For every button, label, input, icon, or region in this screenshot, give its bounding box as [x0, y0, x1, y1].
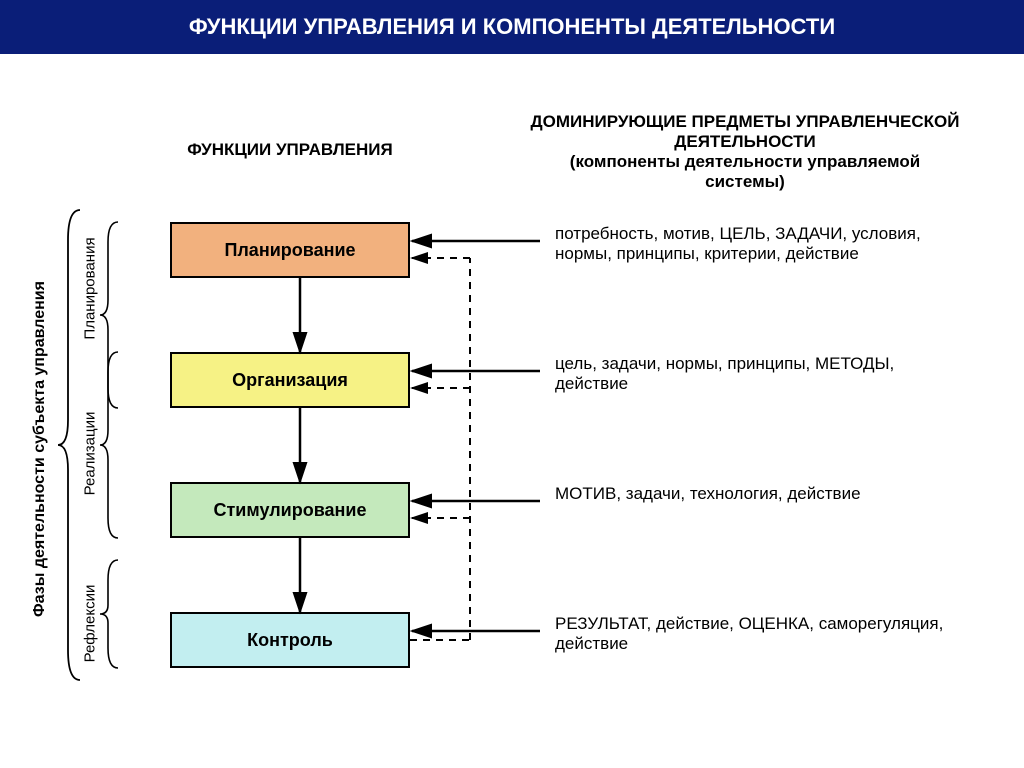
phases-vertical-label: Фазы деятельности субъекта управления	[31, 269, 49, 629]
function-label: Стимулирование	[213, 500, 366, 521]
function-box-stimulation: Стимулирование	[170, 482, 410, 538]
right-column-title: ДОМИНИРУЮЩИЕ ПРЕДМЕТЫ УПРАВЛЕНЧЕСКОЙ ДЕЯ…	[530, 112, 960, 192]
function-desc-organization: цель, задачи, нормы, принципы, МЕТОДЫ, д…	[555, 354, 955, 394]
right-title-line2: (компоненты деятельности управляемой сис…	[570, 152, 920, 191]
phase-label-reflection: Рефлексии	[82, 574, 99, 674]
slide-header: ФУНКЦИИ УПРАВЛЕНИЯ И КОМПОНЕНТЫ ДЕЯТЕЛЬН…	[0, 0, 1024, 54]
function-desc-control: РЕЗУЛЬТАТ, действие, ОЦЕНКА, саморегуляц…	[555, 614, 955, 654]
function-desc-planning: потребность, мотив, ЦЕЛЬ, ЗАДАЧИ, услови…	[555, 224, 955, 264]
function-box-control: Контроль	[170, 612, 410, 668]
function-box-planning: Планирование	[170, 222, 410, 278]
function-box-organization: Организация	[170, 352, 410, 408]
function-label: Организация	[232, 370, 348, 391]
left-column-title: ФУНКЦИИ УПРАВЛЕНИЯ	[150, 140, 430, 160]
function-desc-stimulation: МОТИВ, задачи, технология, действие	[555, 484, 955, 504]
function-label: Планирование	[224, 240, 355, 261]
function-label: Контроль	[247, 630, 333, 651]
phase-label-planning: Планирования	[82, 234, 99, 344]
right-title-line1: ДОМИНИРУЮЩИЕ ПРЕДМЕТЫ УПРАВЛЕНЧЕСКОЙ ДЕЯ…	[531, 112, 960, 151]
phase-label-realization: Реализации	[82, 404, 99, 504]
